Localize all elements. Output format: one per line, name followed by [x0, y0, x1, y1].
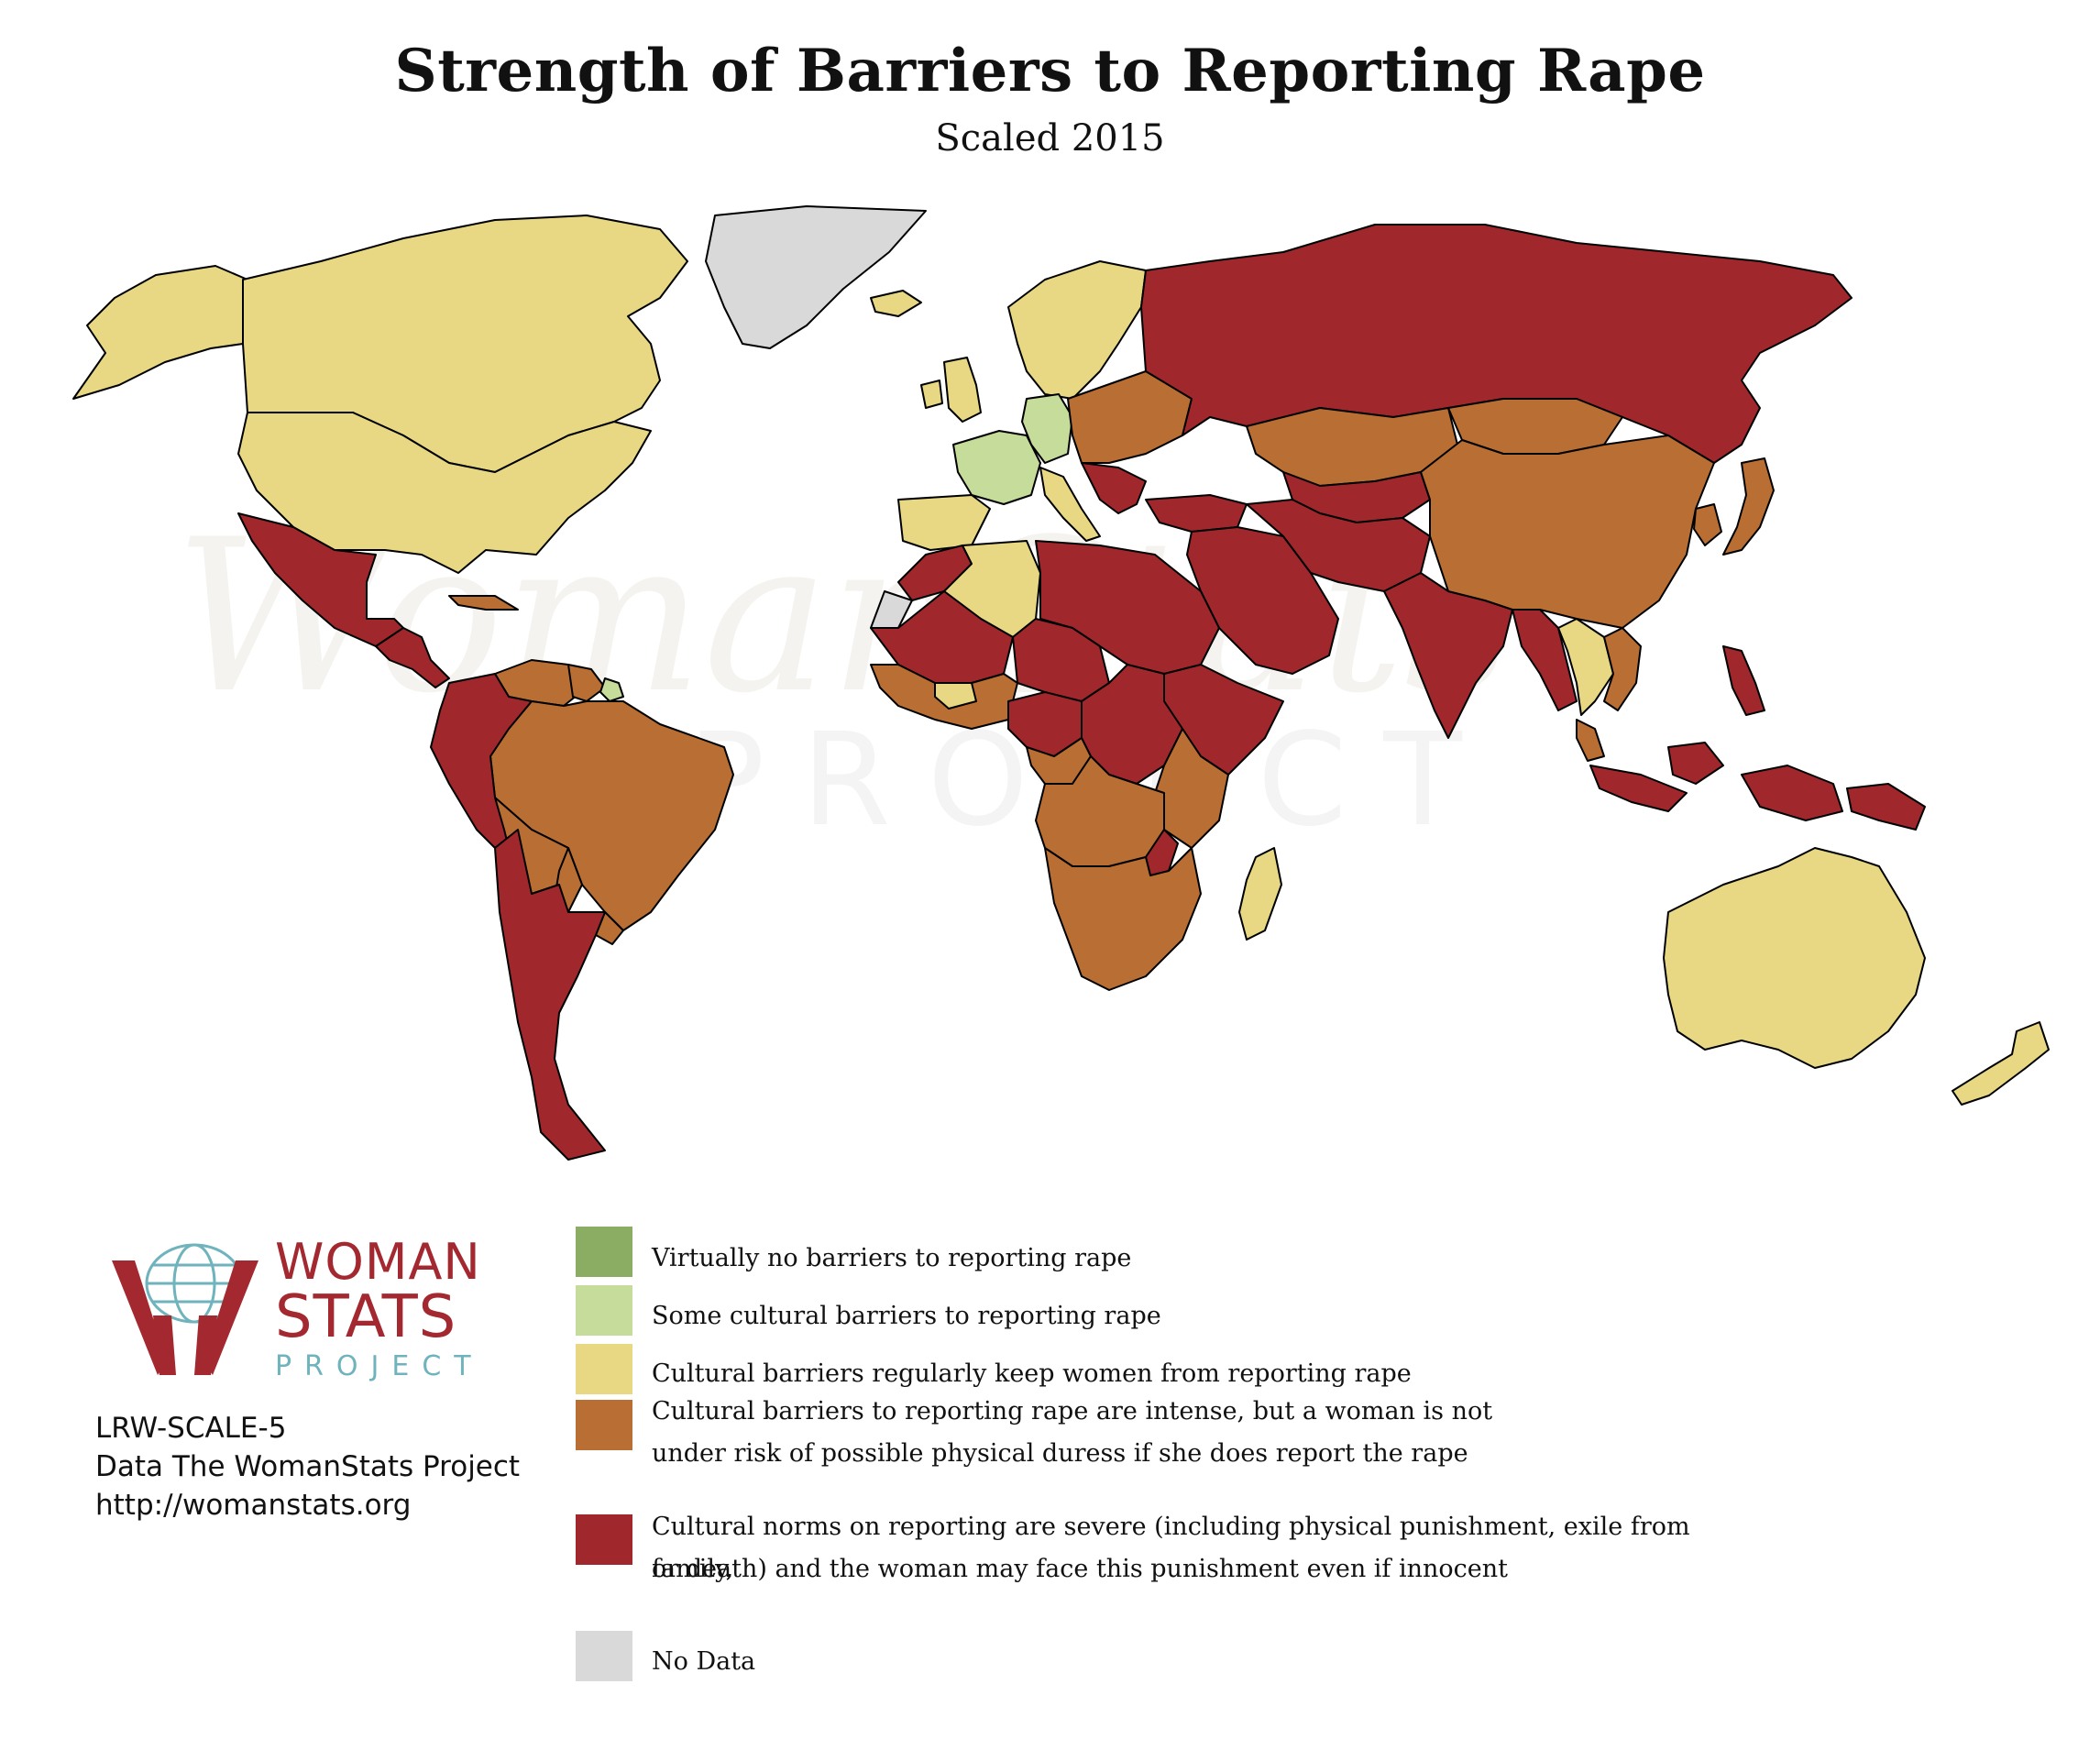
region-middle-east: [1186, 526, 1339, 675]
legend-swatch-level5: [576, 1514, 632, 1565]
map-title: Strength of Barriers to Reporting Rape: [394, 37, 1706, 105]
legend-label-level5-line1: Cultural norms on reporting are severe (…: [652, 1513, 1690, 1583]
region-philippines: [1722, 645, 1765, 716]
region-china: [1420, 435, 1715, 629]
legend-swatch-level2: [576, 1285, 632, 1336]
region-alaska: [72, 265, 248, 400]
region-papua-new-guinea: [1846, 783, 1926, 831]
region-mexico: [237, 512, 404, 647]
region-cuba: [448, 595, 519, 611]
region-myanmar-bangladesh: [1512, 609, 1578, 711]
region-malaysia: [1576, 719, 1605, 762]
scale-code: LRW-SCALE-5: [95, 1412, 287, 1445]
region-france: [952, 430, 1041, 505]
region-iran-afghanistan-pakistan: [1246, 499, 1431, 592]
legend-swatch-level4: [576, 1400, 632, 1450]
world-map: [72, 205, 2050, 1161]
legend-label-level2: Some cultural barriers to reporting rape: [652, 1302, 1161, 1330]
legend-swatch-level3: [576, 1344, 632, 1394]
region-madagascar: [1238, 847, 1282, 941]
region-italy: [1039, 467, 1101, 542]
legend-label-level5-line2: or death) and the woman may face this pu…: [652, 1555, 1509, 1583]
logo-word-stats: STATS: [275, 1283, 457, 1351]
region-greenland: [705, 205, 927, 349]
region-southern-africa: [1044, 847, 1202, 991]
region-united-kingdom: [943, 357, 982, 423]
region-turkey: [1145, 494, 1248, 533]
region-new-zealand: [1952, 1021, 2050, 1106]
data-source: Data The WomanStats Project: [95, 1450, 521, 1483]
legend-label-level3: Cultural barriers regularly keep women f…: [652, 1359, 1412, 1388]
region-russia: [1140, 224, 1853, 464]
region-thailand-laos: [1557, 618, 1614, 716]
region-korea: [1693, 503, 1722, 546]
region-japan: [1722, 457, 1775, 556]
region-french-guiana: [599, 677, 624, 702]
region-ireland: [920, 380, 943, 409]
legend-swatch-no-data: [576, 1631, 632, 1681]
logo-word-woman: WOMAN: [275, 1233, 481, 1291]
region-australia: [1663, 847, 1926, 1069]
region-scandinavia: [1007, 260, 1147, 400]
legend-label-no-data: No Data: [652, 1647, 756, 1676]
region-balkans: [1081, 462, 1147, 514]
legend-label-level1: Virtually no barriers to reporting rape: [652, 1244, 1132, 1272]
region-vietnam-cambodia: [1603, 627, 1642, 711]
region-iceland: [870, 290, 922, 317]
region-chile-argentina: [494, 829, 606, 1161]
legend-label-level4-line1: Cultural barriers to reporting rape are …: [652, 1397, 1493, 1425]
map-subtitle: Scaled 2015: [935, 117, 1165, 160]
region-guyana-suriname: [567, 664, 606, 702]
source-url: http://womanstats.org: [95, 1489, 412, 1522]
legend-label-level4-line2: under risk of possible physical duress i…: [652, 1439, 1468, 1468]
womanstats-logo: WOMAN STATS PROJECT: [103, 1233, 488, 1389]
region-spain-portugal: [897, 494, 991, 551]
region-indonesia: [1589, 742, 1843, 821]
region-germany: [1021, 393, 1073, 464]
logo-word-project: PROJECT: [275, 1350, 484, 1382]
logo-emblem-icon: [112, 1243, 258, 1375]
region-central-america: [375, 627, 450, 688]
region-burkina-faso: [934, 682, 977, 710]
legend-swatch-level1: [576, 1227, 632, 1277]
